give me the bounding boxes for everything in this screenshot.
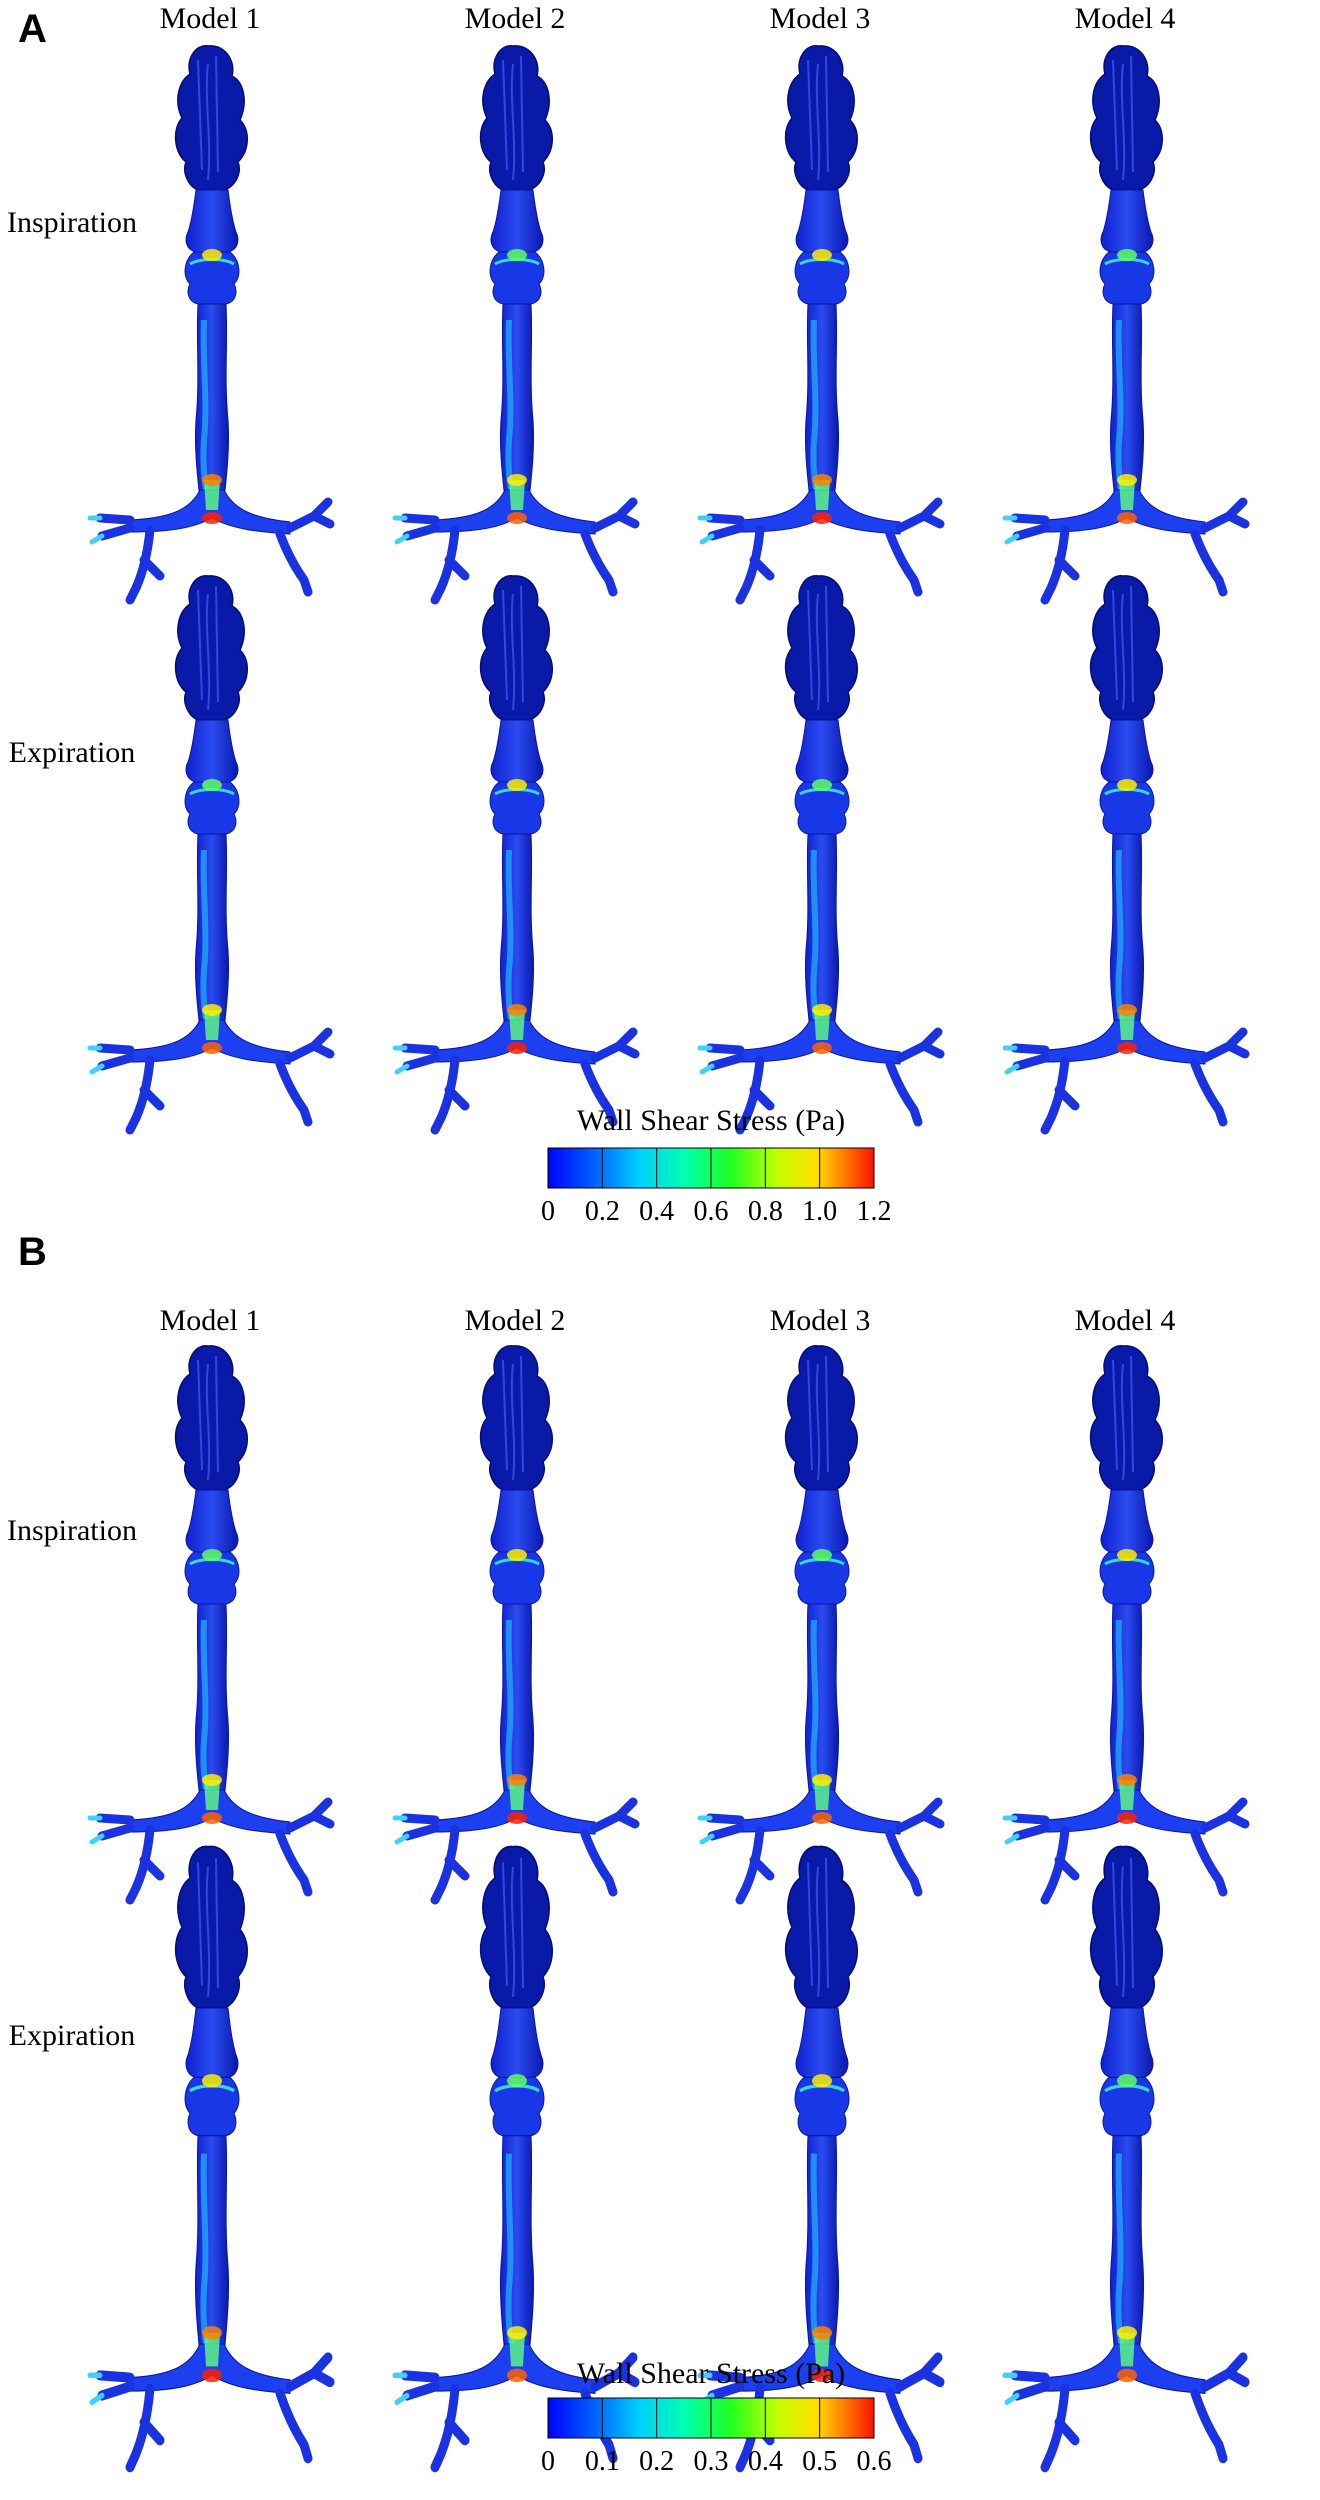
airway-model [1005, 1847, 1245, 2468]
panel-letter: B [18, 1230, 47, 1274]
column-label: Model 2 [465, 1304, 566, 1337]
column-label: Model 3 [770, 2, 871, 35]
airway-model [395, 576, 635, 1130]
colorbar-tick-label: 0 [541, 1196, 555, 1227]
colorbar-tick-label: 0.5 [802, 2446, 837, 2477]
airway-model [1005, 1346, 1245, 1900]
column-label: Model 3 [770, 1304, 871, 1337]
colorbar-tick-label: 0.1 [585, 2446, 620, 2477]
airway-model [700, 46, 940, 600]
airway-model [395, 1847, 635, 2468]
panel-a: A Model 1 Model 2 Model 3 Model 4 Inspiration… [7, 2, 1245, 1227]
column-label: Model 1 [160, 2, 261, 35]
colorbar-title: Wall Shear Stress (Pa) [577, 2357, 845, 2390]
column-label: Model 2 [465, 2, 566, 35]
row-label: Expiration [9, 736, 136, 769]
panel-letter: A [18, 7, 47, 51]
colorbar-title: Wall Shear Stress (Pa) [577, 1104, 845, 1137]
airway-model [700, 576, 940, 1130]
column-label: Model 1 [160, 1304, 261, 1337]
airway-model [395, 1346, 635, 1900]
panel-b: B Model 1 Model 2 Model 3 Model 4 Inspiration… [7, 1230, 1245, 2477]
colorbar-tick-label: 0.2 [585, 1196, 620, 1227]
airway-model [90, 1346, 330, 1900]
airway-model [90, 1847, 330, 2468]
colorbar-tick-label: 0.4 [748, 2446, 783, 2477]
colorbar-tick-label: 1.2 [857, 1196, 892, 1227]
row-label: Expiration [9, 2019, 136, 2052]
airway-model [90, 46, 330, 600]
colorbar-tick-label: 1.0 [802, 1196, 837, 1227]
colorbar-tick-label: 0.8 [748, 1196, 783, 1227]
column-label: Model 4 [1075, 1304, 1176, 1337]
colorbar-tick-label: 0.2 [639, 2446, 674, 2477]
airway-model [700, 1346, 940, 1900]
airway-model [90, 576, 330, 1130]
row-label: Inspiration [7, 1514, 137, 1547]
airway-model [395, 46, 635, 600]
column-label: Model 4 [1075, 2, 1176, 35]
colorbar-tick-label: 0.6 [857, 2446, 892, 2477]
airway-model [700, 1847, 940, 2468]
colorbar-tick-label: 0 [541, 2446, 555, 2477]
colorbar-tick-label: 0.4 [639, 1196, 674, 1227]
row-label: Inspiration [7, 206, 137, 239]
airway-model [1005, 46, 1245, 600]
airway-model [1005, 576, 1245, 1130]
colorbar-tick-label: 0.6 [694, 1196, 729, 1227]
colorbar-tick-label: 0.3 [694, 2446, 729, 2477]
